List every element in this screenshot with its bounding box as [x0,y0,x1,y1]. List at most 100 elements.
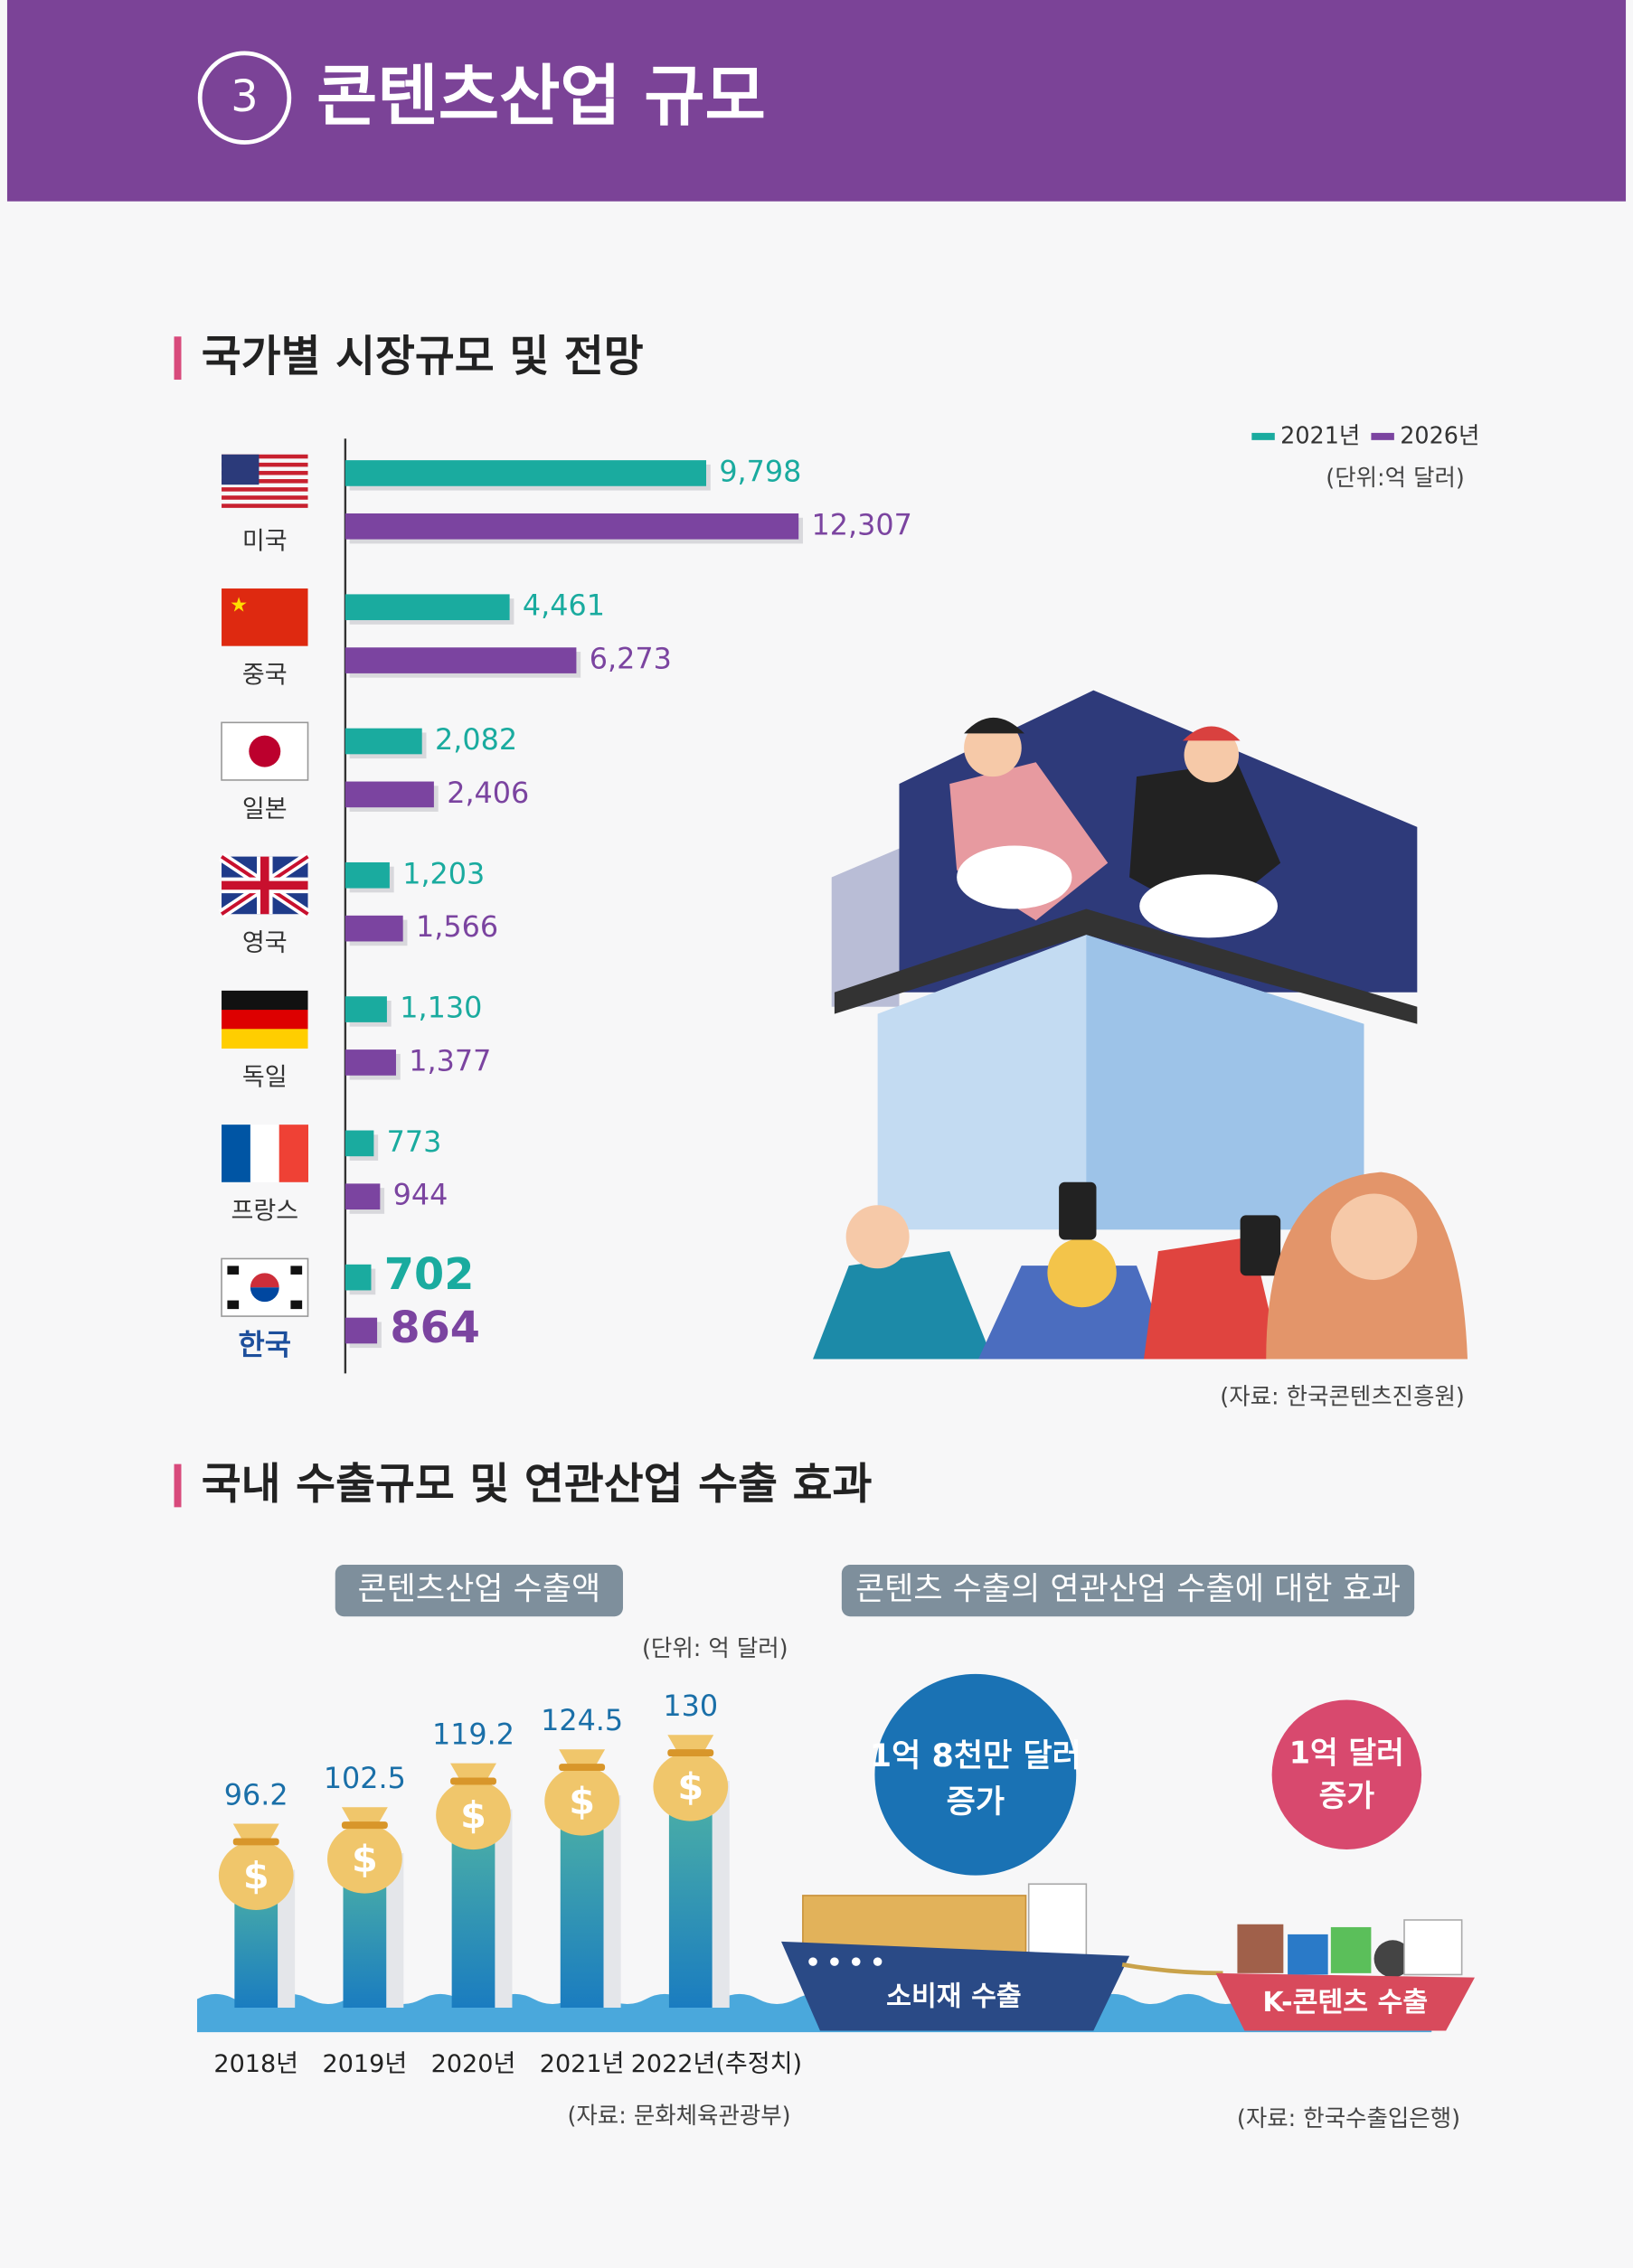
category-label: 한국 [239,1327,292,1361]
flag-part [227,1300,240,1310]
money-bag-tie [559,1764,606,1772]
effect-change: 증가 [947,1784,1005,1821]
flag-part [249,735,281,767]
money-bag [218,1840,294,1910]
value-label: 1,130 [400,991,482,1025]
value-label: 119.2 [432,1717,514,1751]
bar [345,513,799,540]
money-bag-symbol: $ [352,1838,378,1881]
unit-label: (단위: 억 달러) [642,1635,788,1662]
value-label: 864 [390,1303,480,1353]
flag-part: ★ [230,594,248,617]
bar [345,781,434,808]
money-bag-symbol: $ [677,1765,703,1809]
value-label: 773 [387,1125,442,1159]
x-tick-label: 2019년 [323,2050,408,2078]
content-ship [1215,1919,1475,2031]
pill-label: 콘텐츠산업 수출액 [357,1572,600,1608]
cargo-ship [781,1883,1130,2031]
flag-part [290,1300,303,1310]
flag-part [250,1125,280,1182]
flag-part [222,990,308,1011]
effect-amount: 1억 달러 [1289,1736,1404,1771]
flag-part [222,487,308,492]
flag-part [250,1273,279,1288]
x-tick-label: 2022년(추정치) [631,2050,802,2078]
value-label: 6,273 [590,642,672,676]
flag-part [222,503,308,508]
unit-label: (단위:억 달러) [1326,465,1465,492]
money-bag-symbol: $ [569,1780,595,1823]
money-bag-symbol: $ [460,1793,486,1837]
bar [345,915,403,942]
legend-swatch [1371,432,1394,440]
value-label: 12,307 [812,507,912,541]
bar [345,594,510,621]
money-bag-tie [232,1838,279,1846]
bar [345,647,577,673]
category-label: 독일 [242,1063,288,1091]
source-note: (자료: 한국수출입은행) [1237,2105,1460,2132]
bar [345,460,707,486]
bar [345,1130,374,1157]
money-bag [436,1780,511,1850]
flag-part [278,1125,308,1182]
x-tick-label: 2021년 [540,2050,625,2078]
header-title: 콘텐츠산업 규모 [316,58,766,135]
money-bag-tie [667,1749,714,1757]
flag-part [222,588,308,646]
flag-part [222,470,308,475]
value-label: 1,566 [416,909,498,944]
flag-part [227,1266,240,1275]
bar [345,996,387,1022]
bar [345,1183,381,1210]
value-label: 1,203 [402,856,485,890]
ship-label: K-콘텐츠 수출 [1262,1987,1428,2019]
flag-part [222,1010,308,1030]
x-tick-label: 2020년 [431,2050,516,2078]
legend-label: 2021년 [1280,423,1360,450]
value-label: 702 [384,1250,475,1300]
bar [345,1317,378,1344]
money-bag [653,1752,729,1821]
value-label: 2,406 [447,776,529,810]
category-label: 프랑스 [231,1198,298,1226]
source-note: (자료: 문화체육관광부) [567,2103,790,2130]
source-note: (자료: 한국콘텐츠진흥원) [1220,1383,1465,1410]
money-bag-tie [341,1821,388,1830]
header-number: 3 [231,72,258,122]
money-bag [544,1766,620,1836]
flag-part [222,454,308,459]
money-bag [326,1824,402,1894]
effect-circle [874,1673,1077,1876]
pill-label: 콘텐츠 수출의 연관산업 수출에 대한 효과 [855,1572,1401,1608]
flag-part [222,1125,251,1182]
flag-part [222,479,308,484]
concert-illustration [813,690,1468,1360]
flag-part [290,1266,303,1275]
flag-part [222,856,308,915]
value-label: 944 [393,1178,448,1212]
flag-part [222,495,308,500]
pill [335,1565,623,1617]
header-circle [197,51,292,145]
category-label: 중국 [242,662,288,690]
value-label: 124.5 [541,1703,623,1737]
legend-label: 2026년 [1400,423,1479,450]
flag-part [222,462,308,467]
category-label: 영국 [242,929,288,957]
rope [1121,1962,1223,1976]
money-bag-symbol: $ [243,1854,269,1897]
pill [841,1565,1415,1617]
section-marker [174,336,182,381]
header-band [6,0,1627,202]
section-title: 국내 수출규모 및 연관산업 수출 효과 [202,1460,873,1510]
value-label: 102.5 [324,1761,406,1795]
section-marker [174,1463,182,1508]
value-label: 1,377 [409,1043,491,1078]
money-bag-tie [450,1777,496,1785]
flag-part [222,454,260,485]
legend-swatch [1251,432,1275,440]
